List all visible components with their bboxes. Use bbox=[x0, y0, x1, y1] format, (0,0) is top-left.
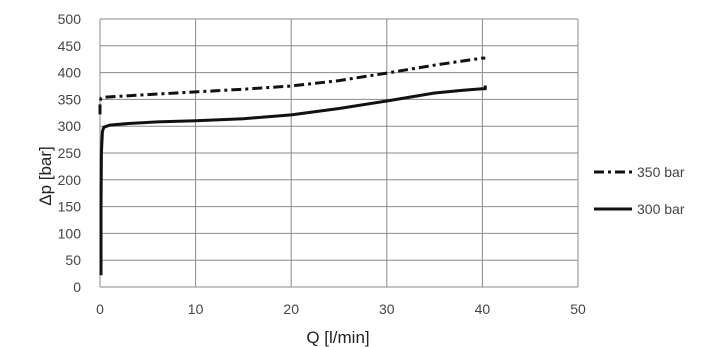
x-axis-label: Q [l/min] bbox=[306, 328, 369, 347]
y-tick-label: 400 bbox=[58, 65, 82, 81]
legend: 350 bar 300 bar bbox=[594, 164, 685, 217]
x-axis-ticks: 0 10 20 30 40 50 bbox=[96, 301, 586, 317]
y-tick-label: 100 bbox=[58, 225, 82, 241]
x-tick-label: 40 bbox=[475, 301, 491, 317]
y-tick-label: 250 bbox=[58, 145, 82, 161]
y-axis-label: Δp [bar] bbox=[36, 146, 55, 206]
x-tick-label: 50 bbox=[570, 301, 586, 317]
y-tick-label: 150 bbox=[58, 199, 82, 215]
x-tick-label: 20 bbox=[283, 301, 299, 317]
x-tick-label: 0 bbox=[96, 301, 104, 317]
y-tick-label: 350 bbox=[58, 91, 82, 107]
legend-label: 350 bar bbox=[637, 164, 685, 180]
y-tick-label: 300 bbox=[58, 118, 82, 134]
x-tick-label: 30 bbox=[379, 301, 395, 317]
y-tick-label: 200 bbox=[58, 172, 82, 188]
x-tick-label: 10 bbox=[188, 301, 204, 317]
y-tick-label: 450 bbox=[58, 38, 82, 54]
y-tick-label: 500 bbox=[58, 11, 82, 27]
y-tick-label: 0 bbox=[73, 279, 81, 295]
y-axis-ticks: 0 50 100 150 200 250 300 350 400 450 500 bbox=[58, 11, 82, 295]
series-line-350-bar bbox=[98, 56, 486, 115]
grid-lines bbox=[99, 18, 579, 288]
series-line-300-bar bbox=[99, 85, 487, 276]
series-lines bbox=[98, 56, 487, 276]
legend-label: 300 bar bbox=[637, 201, 685, 217]
y-tick-label: 50 bbox=[65, 252, 81, 268]
